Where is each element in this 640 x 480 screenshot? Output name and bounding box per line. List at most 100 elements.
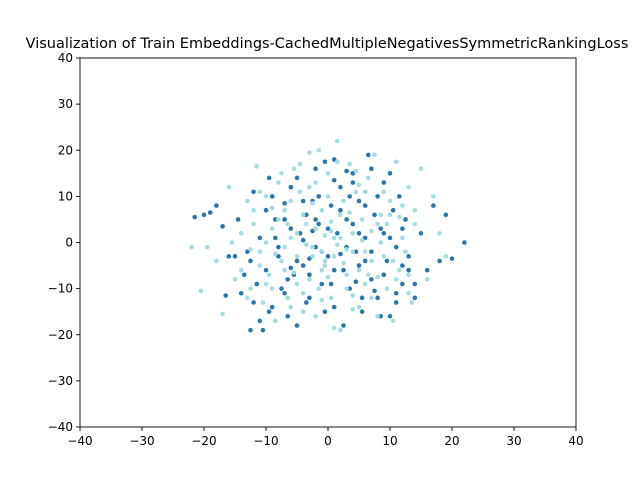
scatter-point bbox=[263, 240, 269, 245]
scatter-point bbox=[214, 203, 219, 208]
scatter-point bbox=[279, 286, 284, 291]
scatter-point bbox=[378, 212, 384, 218]
y-tick-label: 30 bbox=[58, 97, 73, 111]
scatter-point bbox=[313, 217, 318, 222]
scatter-point bbox=[257, 249, 263, 255]
scatter-point bbox=[263, 267, 269, 273]
scatter-point bbox=[285, 277, 291, 282]
scatter-point bbox=[362, 189, 368, 195]
scatter-point bbox=[257, 318, 263, 324]
scatter-point bbox=[282, 267, 287, 273]
scatter-point bbox=[322, 309, 328, 314]
scatter-point bbox=[350, 293, 356, 298]
scatter-point bbox=[300, 290, 306, 296]
scatter-point bbox=[375, 314, 380, 319]
scatter-point bbox=[276, 180, 281, 185]
scatter-point bbox=[266, 272, 272, 278]
scatter-point bbox=[387, 171, 393, 176]
scatter-point bbox=[257, 263, 263, 268]
scatter-point bbox=[331, 254, 337, 259]
scatter-point bbox=[304, 300, 309, 305]
scatter-point bbox=[313, 166, 318, 171]
scatter-point bbox=[319, 267, 325, 273]
scatter-point bbox=[369, 258, 374, 264]
scatter-point bbox=[307, 272, 312, 278]
scatter-point bbox=[400, 226, 405, 231]
scatter-point bbox=[347, 161, 353, 167]
scatter-point bbox=[300, 309, 306, 314]
scatter-point bbox=[310, 254, 315, 259]
scatter-point bbox=[294, 258, 300, 264]
scatter-point bbox=[338, 251, 343, 257]
scatter-point bbox=[313, 180, 318, 185]
y-tick-label: −10 bbox=[48, 282, 73, 296]
scatter-point bbox=[387, 198, 393, 204]
scatter-point bbox=[393, 244, 399, 250]
scatter-point bbox=[347, 194, 353, 199]
scatter-point bbox=[322, 233, 328, 238]
scatter-point bbox=[319, 249, 325, 255]
scatter-point bbox=[232, 254, 238, 259]
scatter-point bbox=[328, 203, 334, 208]
scatter-point bbox=[204, 244, 210, 250]
scatter-point bbox=[397, 214, 402, 220]
scatter-point bbox=[341, 267, 346, 273]
scatter-point bbox=[400, 203, 405, 208]
scatter-point bbox=[418, 166, 424, 171]
scatter-point bbox=[266, 309, 272, 314]
scatter-point bbox=[257, 189, 263, 195]
scatter-point bbox=[341, 260, 346, 266]
scatter-point bbox=[400, 281, 405, 287]
scatter-point bbox=[328, 281, 334, 287]
scatter-point bbox=[220, 311, 225, 317]
scatter-point bbox=[331, 235, 337, 241]
scatter-point bbox=[273, 235, 278, 241]
scatter-point bbox=[344, 272, 349, 278]
scatter-point bbox=[223, 293, 228, 298]
x-tick-label: 40 bbox=[568, 434, 583, 448]
scatter-point bbox=[443, 254, 449, 259]
scatter-point bbox=[319, 281, 325, 287]
scatter-point bbox=[369, 166, 374, 171]
points-layer bbox=[189, 138, 467, 333]
scatter-point bbox=[372, 152, 377, 158]
scatter-point bbox=[372, 288, 377, 294]
y-tick-label: −20 bbox=[48, 328, 73, 342]
scatter-point bbox=[297, 189, 303, 195]
scatter-point bbox=[304, 242, 309, 248]
scatter-point bbox=[254, 281, 259, 287]
y-axis: −40 −30 −20 −10 0 10 20 30 40 bbox=[48, 51, 80, 434]
scatter-point bbox=[251, 300, 256, 305]
chart-title: Visualization of Train Embeddings-Cached… bbox=[26, 36, 629, 52]
scatter-point bbox=[300, 198, 306, 204]
scatter-point bbox=[248, 286, 253, 291]
scatter-point bbox=[273, 318, 278, 324]
scatter-point bbox=[297, 161, 303, 167]
scatter-point bbox=[192, 214, 197, 220]
scatter-point bbox=[356, 182, 362, 188]
scatter-point bbox=[257, 235, 263, 241]
scatter-point bbox=[400, 263, 405, 268]
scatter-point bbox=[273, 251, 278, 257]
scatter-point bbox=[359, 217, 365, 222]
scatter-point bbox=[269, 304, 275, 310]
y-tick-label: 40 bbox=[58, 51, 73, 65]
scatter-point bbox=[375, 221, 380, 227]
scatter-point bbox=[338, 327, 343, 333]
scatter-point bbox=[316, 147, 322, 153]
scatter-point bbox=[307, 277, 312, 282]
scatter-point bbox=[362, 249, 368, 255]
scatter-point bbox=[393, 159, 399, 165]
scatter-point bbox=[294, 254, 300, 259]
scatter-point bbox=[393, 290, 399, 296]
scatter-point bbox=[207, 210, 213, 215]
scatter-point bbox=[279, 171, 284, 176]
scatter-point bbox=[356, 230, 362, 236]
scatter-point bbox=[288, 304, 294, 310]
scatter-point bbox=[366, 152, 371, 158]
scatter-point bbox=[375, 194, 380, 199]
scatter-point bbox=[325, 171, 331, 176]
scatter-point bbox=[356, 198, 362, 204]
scatter-point bbox=[393, 277, 399, 282]
scatter-point bbox=[338, 212, 343, 218]
